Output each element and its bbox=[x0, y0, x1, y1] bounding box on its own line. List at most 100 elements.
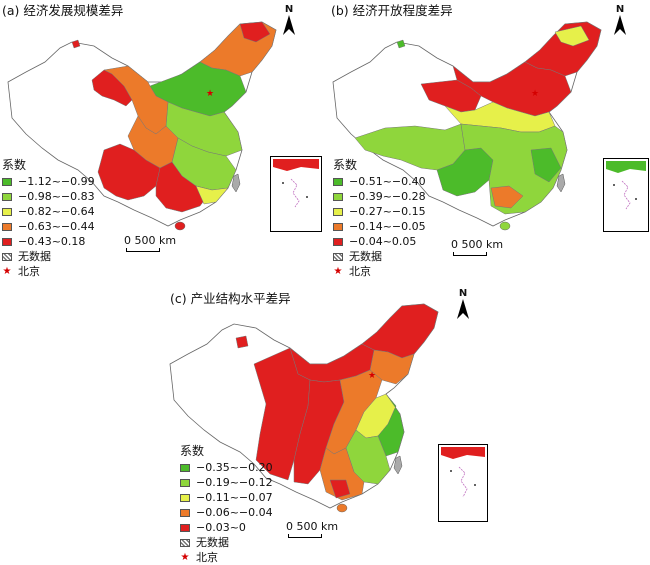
panel-c: ★ (c) 产业结构水平差异 N 系数 −0.35~−0.20 −0.19~−0… bbox=[160, 284, 490, 564]
legend-label: −0.43~0.18 bbox=[18, 235, 86, 248]
legend-row: −0.14~−0.05 bbox=[333, 219, 426, 234]
region-yellow bbox=[195, 185, 229, 205]
scale-bar-a: 0 500 km bbox=[124, 234, 177, 252]
legend-row: −0.82~−0.64 bbox=[2, 204, 95, 219]
taiwan-no-data bbox=[393, 455, 403, 475]
region-south-red bbox=[155, 161, 213, 213]
legend-label: −0.39~−0.28 bbox=[349, 190, 426, 203]
region-xinjiang-spot bbox=[396, 39, 406, 49]
legend-title: 系数 bbox=[2, 158, 27, 172]
legend-label: −0.51~−0.40 bbox=[349, 175, 426, 188]
legend-label: 无数据 bbox=[196, 536, 229, 549]
region-south-orange bbox=[490, 185, 524, 209]
legend-label: −0.82~−0.64 bbox=[18, 205, 95, 218]
legend-swatch bbox=[333, 207, 343, 216]
inset-map bbox=[441, 447, 485, 498]
scale-label: 0 500 km bbox=[124, 234, 177, 247]
legend-row: −0.06~−0.04 bbox=[180, 505, 273, 520]
legend-label: −0.35~−0.20 bbox=[196, 461, 273, 474]
legend-label: −0.27~−0.15 bbox=[349, 205, 426, 218]
legend-swatch bbox=[180, 523, 190, 532]
legend-row: −0.35~−0.20 bbox=[180, 460, 273, 475]
south-china-sea-inset-c bbox=[438, 444, 488, 522]
panel-a: ★ (a) 经济发展规模差异 N 系数 −1.12~−0.99 −0.98~−0… bbox=[0, 0, 325, 282]
legend-label: −0.06~−0.04 bbox=[196, 506, 273, 519]
star-icon: ★ bbox=[333, 266, 343, 277]
legend-label: −0.04~0.05 bbox=[349, 235, 417, 248]
map-c: ★ bbox=[169, 303, 439, 513]
scale-bar-c: 0 500 km bbox=[286, 520, 339, 538]
panel-b-title: (b) 经济开放程度差异 bbox=[331, 3, 453, 18]
legend-title: 系数 bbox=[180, 444, 205, 458]
legend-row: −0.98~−0.83 bbox=[2, 189, 95, 204]
legend-label: 北京 bbox=[18, 265, 40, 278]
scale-label: 0 500 km bbox=[286, 520, 339, 533]
legend-row: −0.51~−0.40 bbox=[333, 174, 426, 189]
south-china-sea-inset-a bbox=[270, 156, 322, 232]
legend-row: −0.27~−0.15 bbox=[333, 204, 426, 219]
north-arrow-icon: N bbox=[282, 4, 296, 40]
region-heilongjiang-top bbox=[239, 21, 271, 43]
legend-swatch bbox=[180, 478, 190, 487]
legend-row: −0.11~−0.07 bbox=[180, 490, 273, 505]
legend-row: −0.03~0 bbox=[180, 520, 273, 535]
legend-label: 无数据 bbox=[349, 250, 382, 263]
scale-bar-line bbox=[126, 248, 160, 252]
legend-b: 系数 −0.51~−0.40 −0.39~−0.28 −0.27~−0.15 −… bbox=[333, 158, 426, 279]
legend-label: −0.11~−0.07 bbox=[196, 491, 273, 504]
taiwan-no-data bbox=[231, 173, 241, 193]
inset-map bbox=[606, 161, 646, 210]
legend-swatch bbox=[333, 222, 343, 231]
hatch-swatch bbox=[333, 252, 343, 261]
panel-c-title: (c) 产业结构水平差异 bbox=[170, 291, 291, 306]
legend-swatch bbox=[180, 508, 190, 517]
hatch-swatch bbox=[180, 538, 190, 547]
legend-swatch bbox=[333, 237, 343, 246]
beijing-star-icon: ★ bbox=[206, 89, 214, 99]
map-b: ★ bbox=[332, 21, 602, 231]
legend-swatch bbox=[2, 222, 12, 231]
region-heilongjiang-top bbox=[554, 25, 590, 47]
legend-label: 北京 bbox=[349, 265, 371, 278]
map-a: ★ bbox=[7, 21, 277, 231]
taiwan-no-data bbox=[556, 173, 566, 193]
legend-label: 无数据 bbox=[18, 250, 51, 263]
legend-label: −0.98~−0.83 bbox=[18, 190, 95, 203]
legend-row: −0.19~−0.12 bbox=[180, 475, 273, 490]
hainan bbox=[499, 221, 511, 231]
legend-label: 北京 bbox=[196, 551, 218, 564]
hainan bbox=[174, 221, 186, 231]
hatch-swatch bbox=[2, 252, 12, 261]
legend-a: 系数 −1.12~−0.99 −0.98~−0.83 −0.82~−0.64 −… bbox=[2, 158, 95, 279]
legend-row-no-data: 无数据 bbox=[180, 535, 273, 550]
panel-b: ★ (b) 经济开放程度差异 N 系数 −0.51~−0.40 −0.39~−0… bbox=[325, 0, 650, 282]
region-south-orange bbox=[319, 447, 365, 501]
region-xinjiang-spot bbox=[235, 335, 249, 349]
legend-label: −1.12~−0.99 bbox=[18, 175, 95, 188]
region-xinjiang-spot bbox=[71, 39, 81, 49]
north-arrow-icon: N bbox=[456, 288, 470, 324]
region-east-green bbox=[530, 147, 562, 183]
scale-label: 0 500 km bbox=[451, 238, 504, 251]
panel-a-title: (a) 经济发展规模差异 bbox=[2, 3, 124, 18]
north-label: N bbox=[458, 288, 468, 299]
legend-c: 系数 −0.35~−0.20 −0.19~−0.12 −0.11~−0.07 −… bbox=[180, 444, 273, 565]
legend-swatch bbox=[333, 192, 343, 201]
region-southwest-red bbox=[97, 143, 161, 201]
legend-swatch bbox=[180, 493, 190, 502]
legend-label: −0.03~0 bbox=[196, 521, 246, 534]
legend-row: −0.04~0.05 bbox=[333, 234, 426, 249]
legend-swatch bbox=[180, 463, 190, 472]
legend-label: −0.63~−0.44 bbox=[18, 220, 95, 233]
inset-map bbox=[273, 159, 319, 208]
region-south-red bbox=[329, 479, 351, 499]
beijing-star-icon: ★ bbox=[531, 89, 539, 99]
scale-bar-line bbox=[288, 534, 322, 538]
region-west-red bbox=[91, 69, 133, 107]
south-china-sea-inset-b bbox=[603, 158, 649, 232]
legend-row: −0.63~−0.44 bbox=[2, 219, 95, 234]
legend-row-no-data: 无数据 bbox=[333, 249, 426, 264]
legend-row: −0.39~−0.28 bbox=[333, 189, 426, 204]
region-south-lightgreen bbox=[460, 123, 568, 215]
legend-swatch bbox=[2, 177, 12, 186]
